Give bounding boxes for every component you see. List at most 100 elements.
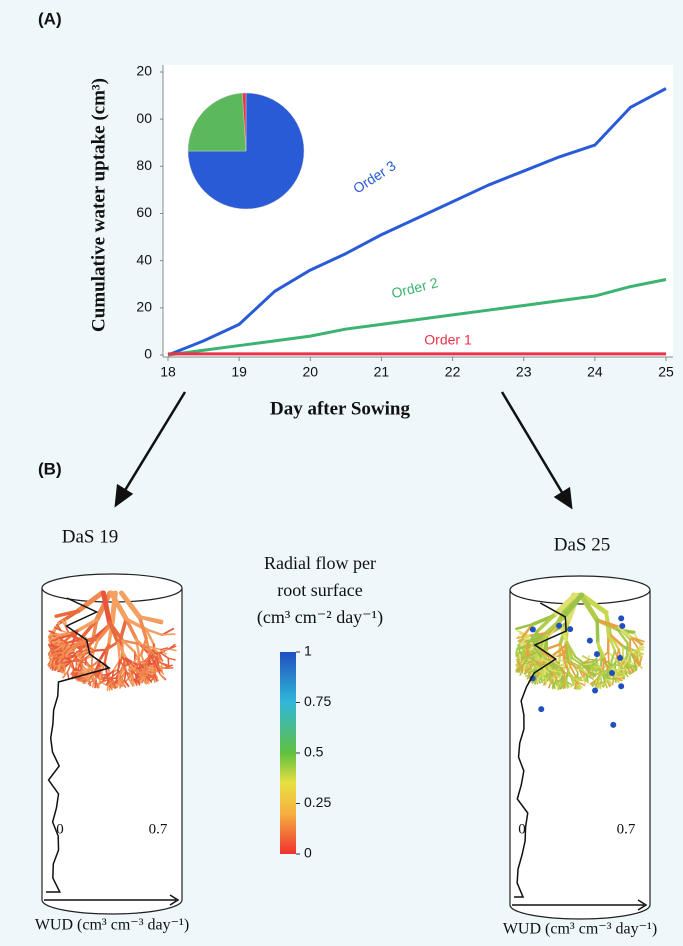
root [108, 590, 129, 622]
root [526, 644, 531, 659]
pie-slice [242, 92, 247, 152]
root [80, 653, 86, 662]
root [607, 677, 617, 681]
root-tip [593, 651, 600, 658]
root [543, 616, 565, 635]
root [52, 633, 62, 636]
root-tip [556, 622, 563, 629]
root [59, 661, 66, 669]
root [92, 679, 95, 688]
root [117, 678, 123, 686]
colorbar-tick-label: 0.75 [304, 693, 331, 709]
root [567, 669, 575, 680]
root [624, 651, 631, 662]
colorbar-tick-label: 1 [304, 643, 312, 659]
root [119, 665, 124, 674]
root [125, 657, 138, 666]
root [123, 670, 127, 682]
root [49, 645, 59, 648]
root [591, 660, 599, 667]
root [167, 657, 176, 661]
root [159, 647, 169, 651]
root [586, 673, 589, 682]
root [518, 642, 534, 646]
root [535, 614, 556, 634]
root [104, 649, 107, 664]
root [578, 668, 584, 679]
root [630, 637, 640, 650]
root [522, 663, 527, 672]
root [528, 656, 538, 664]
root [596, 679, 601, 688]
root [161, 633, 176, 636]
root [49, 657, 54, 666]
root-tip [619, 623, 626, 630]
root [80, 675, 89, 678]
root [525, 630, 539, 647]
wud-arrow [169, 894, 180, 906]
root [155, 665, 167, 669]
root [60, 634, 71, 640]
root [582, 662, 594, 666]
root [152, 670, 158, 679]
root [595, 618, 621, 629]
root [588, 658, 600, 661]
root [128, 671, 134, 680]
root [124, 617, 139, 641]
root [109, 671, 119, 680]
root [111, 681, 117, 689]
root [537, 667, 543, 675]
y-tick-label: 00 [136, 110, 152, 126]
y-tick-label: 40 [136, 251, 152, 267]
root [567, 661, 580, 670]
root [603, 678, 608, 687]
root-tip [609, 670, 616, 677]
root [562, 657, 569, 672]
root [159, 648, 167, 655]
root [556, 654, 566, 658]
root [105, 670, 115, 678]
root [559, 592, 584, 621]
root [515, 643, 521, 655]
root [75, 618, 99, 633]
root [145, 675, 153, 683]
root [595, 618, 600, 645]
root [134, 665, 146, 670]
root-tip [618, 615, 625, 622]
root [62, 619, 67, 628]
root [614, 649, 621, 664]
colorbar-tick-label: 0.5 [304, 744, 324, 760]
root [69, 650, 72, 662]
root [70, 660, 82, 663]
root [94, 590, 113, 623]
root [614, 663, 623, 667]
root [63, 646, 72, 655]
root-images [41, 573, 651, 920]
root [557, 681, 562, 690]
root [77, 651, 86, 656]
root [59, 632, 71, 637]
root [591, 664, 600, 669]
root [637, 648, 643, 659]
arrows [114, 391, 573, 510]
root [52, 639, 61, 644]
root-tip [617, 654, 624, 661]
axis-label: WUD (cm³ cm⁻³ day⁻¹) [35, 917, 189, 934]
root [127, 667, 137, 671]
axis-label: WUD (cm³ cm⁻³ day⁻¹) [503, 921, 657, 938]
root [62, 641, 70, 652]
root [82, 638, 87, 647]
root [100, 590, 112, 625]
root [99, 679, 107, 686]
root [535, 663, 544, 669]
root [61, 649, 65, 659]
x-tick-label: 19 [231, 364, 247, 380]
root-tip [618, 683, 625, 690]
x-axis-label: Day after Sowing [270, 398, 411, 419]
root [125, 670, 131, 681]
root [551, 644, 568, 658]
root [581, 664, 591, 673]
pie-slice [187, 92, 305, 210]
root [515, 623, 534, 631]
